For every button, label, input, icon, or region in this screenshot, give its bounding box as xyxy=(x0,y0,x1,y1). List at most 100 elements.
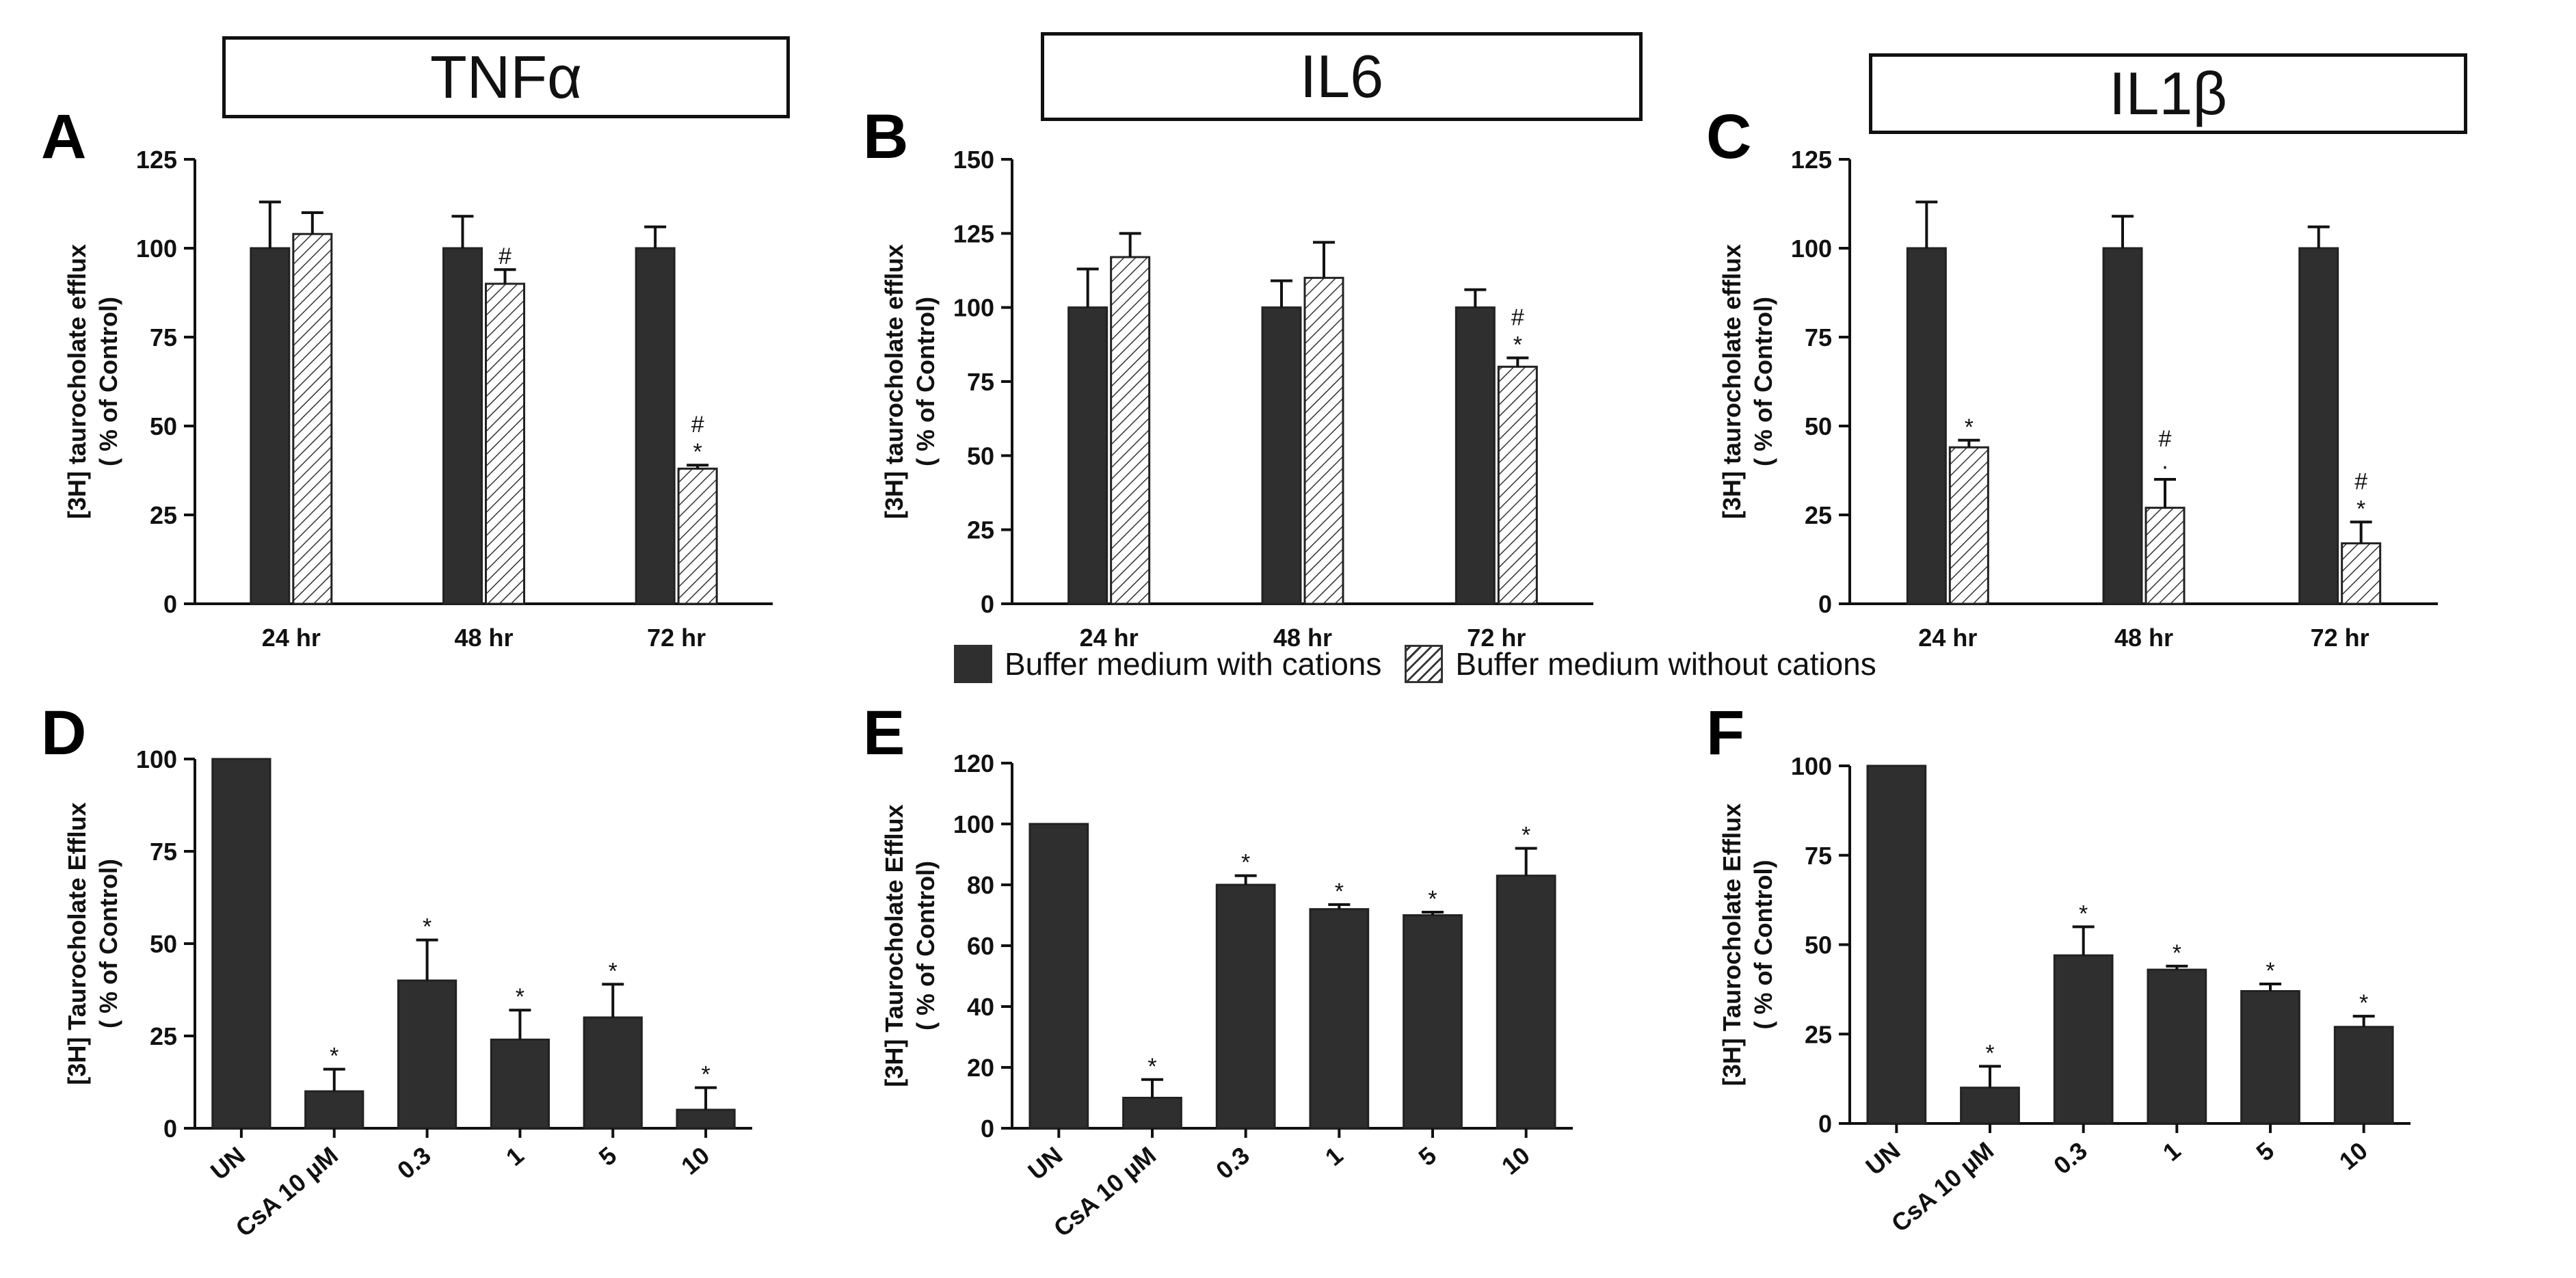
bar-with-cations xyxy=(1455,306,1496,605)
significance-mark: * xyxy=(2359,990,2368,1016)
panel-a-chart: 0 25 50 75 100 125 [3H] taurocholate efflux( %… xyxy=(63,146,773,652)
bar xyxy=(1403,914,1463,1130)
y-tick-label: 50 xyxy=(1805,412,1832,440)
bar xyxy=(397,979,457,1130)
legend: Buffer medium with cations Buffer medium… xyxy=(954,645,1876,683)
y-tick-label: 100 xyxy=(1791,752,1832,780)
bar-without-cations xyxy=(485,282,525,605)
x-tick-label: 5 xyxy=(1413,1141,1442,1171)
y-tick-label: 120 xyxy=(953,749,994,777)
y-axis-label-line: ( % of Control) xyxy=(94,297,122,466)
y-axis-label-line: ( % of Control) xyxy=(912,861,940,1030)
bar-without-cations xyxy=(677,467,718,605)
y-axis-label: [3H] Taurocholate Efflux( % of Control) xyxy=(880,804,940,1087)
y-tick-label: 25 xyxy=(150,1022,177,1050)
x-tick-label: 24 hr xyxy=(262,624,321,652)
bar xyxy=(1960,1087,2020,1125)
panel-label-b: B xyxy=(863,102,909,172)
bar-with-cations xyxy=(442,247,483,605)
x-tick-label: 5 xyxy=(594,1141,622,1171)
legend-swatch-hatched xyxy=(1405,645,1444,683)
x-tick-label: 5 xyxy=(2250,1136,2279,1167)
significance-mark: # xyxy=(2354,468,2367,494)
y-tick-label: 100 xyxy=(1791,235,1832,263)
bar-without-cations xyxy=(1497,365,1538,605)
x-tick-label: 48 hr xyxy=(454,624,513,652)
y-axis-label-line: [3H] taurocholate efflux xyxy=(1718,244,1746,519)
significance-mark: * xyxy=(1147,1054,1156,1080)
y-axis-label-line: [3H] taurocholate efflux xyxy=(63,244,91,519)
y-axis-label: [3H] Taurocholate Efflux( % of Control) xyxy=(1718,803,1777,1086)
significance-mark: * xyxy=(693,439,702,465)
y-tick-label: 100 xyxy=(953,810,994,838)
significance-mark: # xyxy=(691,412,704,438)
y-axis-label-line: ( % of Control) xyxy=(94,859,122,1028)
y-tick-label: 75 xyxy=(967,368,994,396)
x-tick-label: CsA 10 µM xyxy=(1886,1136,1999,1238)
bar xyxy=(2147,968,2207,1125)
y-axis-label-line: ( % of Control) xyxy=(1749,860,1777,1030)
y-tick-label: 20 xyxy=(967,1054,994,1082)
significance-mark: * xyxy=(1513,332,1522,358)
x-tick-label: 1 xyxy=(1320,1141,1349,1171)
bar xyxy=(211,758,271,1130)
legend-swatch-dark xyxy=(954,645,992,683)
y-tick-label: 100 xyxy=(953,294,994,322)
significance-mark: * xyxy=(2356,496,2365,522)
y-tick-label: 25 xyxy=(1805,1020,1832,1048)
bar-with-cations xyxy=(1067,306,1108,605)
y-tick-label: 50 xyxy=(150,930,177,958)
panel-label-a: A xyxy=(41,102,87,172)
y-tick-label: 100 xyxy=(136,235,177,263)
x-tick-label: CsA 10 µM xyxy=(230,1141,343,1242)
header-tnfa: TNFα xyxy=(222,36,790,118)
x-tick-label: 1 xyxy=(501,1141,529,1171)
y-tick-label: 0 xyxy=(1818,1110,1832,1138)
panel-e-chart: 0 20 40 60 80 100 120 [3H] Taurocholate Efflux(… xyxy=(880,749,1573,1242)
y-tick-label: 0 xyxy=(1818,590,1832,618)
bar-without-cations xyxy=(1110,256,1151,605)
x-tick-label: 0.3 xyxy=(2048,1136,2093,1180)
significance-mark: * xyxy=(2266,958,2274,984)
x-tick-label: 72 hr xyxy=(647,624,706,652)
y-tick-label: 25 xyxy=(150,501,177,529)
significance-mark: * xyxy=(1985,1040,1994,1066)
bar-with-cations xyxy=(635,247,676,605)
significance-mark: * xyxy=(423,914,431,940)
header-il1b: IL1β xyxy=(1869,53,2467,134)
x-tick-label: 10 xyxy=(2334,1136,2373,1175)
bar xyxy=(1309,908,1370,1130)
panel-c-chart: 0 25 50 75 100 125 [3H] taurocholate efflux( %… xyxy=(1718,146,2438,652)
significance-mark: * xyxy=(1428,886,1437,912)
y-tick-label: 0 xyxy=(163,1115,177,1143)
y-tick-label: 0 xyxy=(981,590,994,618)
y-tick-label: 0 xyxy=(163,590,177,618)
panel-b-chart: 0 25 50 75 100 125 150 [3H] taurocholate efflux… xyxy=(880,146,1593,652)
significance-mark: # xyxy=(2159,426,2172,452)
significance-mark: * xyxy=(1522,823,1530,849)
bar xyxy=(1122,1097,1182,1130)
y-tick-label: 50 xyxy=(1805,931,1832,959)
y-axis-label-line: ( % of Control) xyxy=(1749,297,1777,466)
x-tick-label: UN xyxy=(205,1141,250,1186)
bar-without-cations xyxy=(1303,276,1344,605)
x-tick-label: 48 hr xyxy=(1273,624,1332,652)
bar xyxy=(1028,823,1089,1130)
y-axis-label: [3H] Taurocholate Efflux( % of Control) xyxy=(63,802,122,1084)
bar-with-cations xyxy=(1906,247,1947,605)
y-axis-label-line: [3H] Taurocholate Efflux xyxy=(63,802,91,1084)
y-tick-label: 60 xyxy=(967,932,994,960)
bar xyxy=(2053,954,2114,1125)
bar xyxy=(1496,875,1556,1130)
y-tick-label: 50 xyxy=(150,412,177,440)
bar-with-cations xyxy=(2102,247,2143,605)
y-tick-label: 125 xyxy=(136,146,177,174)
x-tick-label: 72 hr xyxy=(2311,624,2369,652)
y-tick-label: 125 xyxy=(953,219,994,248)
bar-with-cations xyxy=(250,247,291,605)
significance-mark: * xyxy=(1241,850,1250,876)
y-tick-label: 50 xyxy=(967,442,994,470)
significance-mark: * xyxy=(330,1043,338,1069)
x-tick-label: 24 hr xyxy=(1918,624,1977,652)
